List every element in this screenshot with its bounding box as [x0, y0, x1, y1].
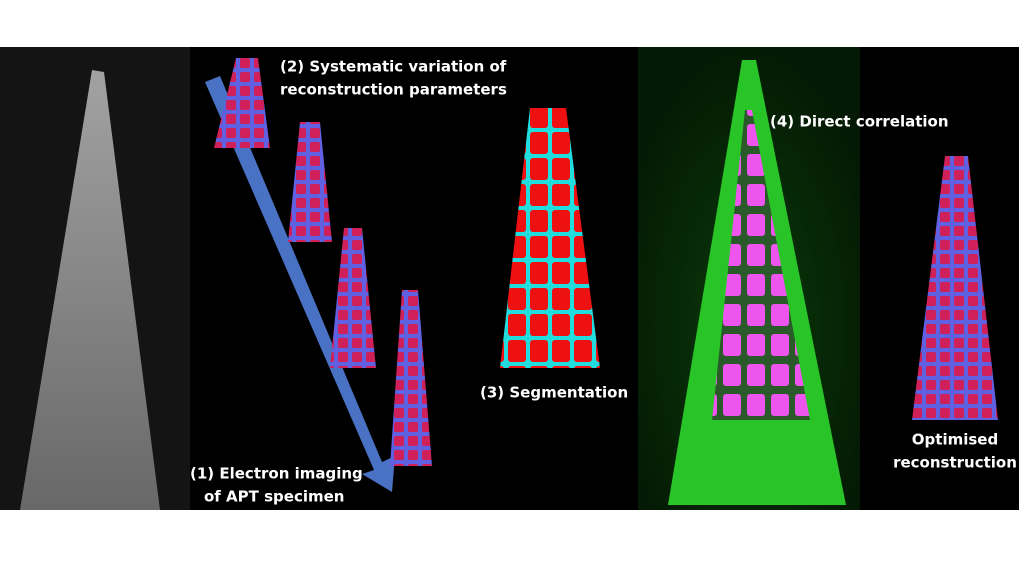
em-tip — [20, 70, 160, 510]
segmentation-tip — [500, 108, 600, 368]
correlation-overlay — [712, 110, 810, 420]
label: of APT specimen — [204, 488, 344, 506]
label: reconstruction parameters — [280, 81, 507, 99]
optimised-tip — [912, 156, 998, 420]
label: reconstruction — [893, 454, 1017, 472]
recon-tip — [288, 122, 332, 242]
label: (2) Systematic variation of — [280, 58, 507, 76]
label: Optimised — [912, 431, 998, 449]
label: (4) Direct correlation — [770, 113, 949, 131]
label: (3) Segmentation — [480, 384, 628, 402]
recon-tip — [390, 290, 432, 466]
recon-tip — [214, 58, 270, 148]
recon-tip — [330, 228, 376, 368]
arrow — [205, 76, 395, 492]
label: (1) Electron imaging — [190, 465, 363, 483]
